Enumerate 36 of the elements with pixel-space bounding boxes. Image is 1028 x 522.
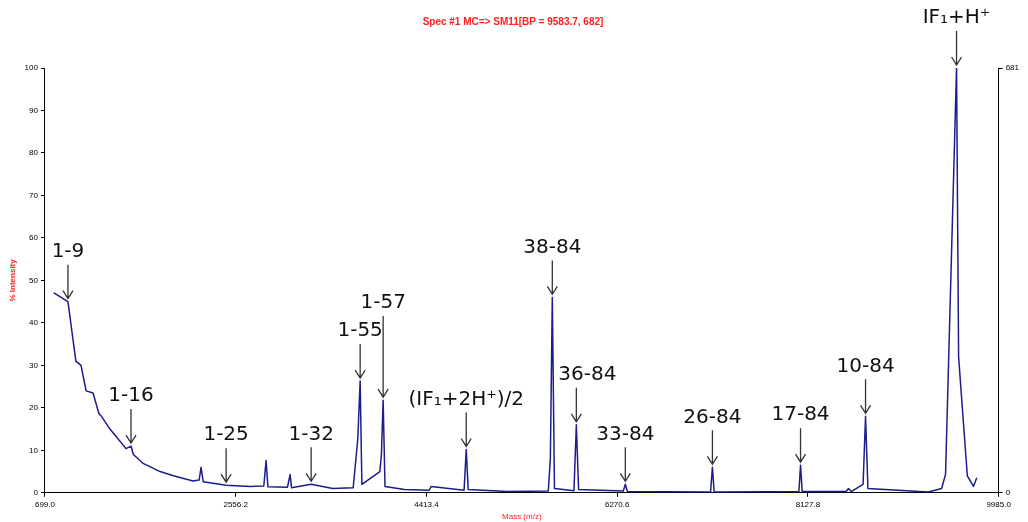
annotation: IF₁+H⁺ [922,4,991,29]
y-tick-label: 90 [29,105,39,115]
annotation: 1-55 [337,317,383,342]
x-tick-label: 6270.6 [604,499,630,509]
annotation: 10-84 [836,352,895,377]
x-tick-label: 4413.4 [414,499,440,509]
y-tick-label: 40 [29,318,39,328]
y-tick-label: 60 [29,233,39,243]
y-tick-label: 50 [29,275,39,285]
y-tick-label: 20 [29,403,39,413]
annotation: 1-32 [288,420,334,445]
annotation: 36-84 [558,361,617,386]
x-tick-label: 699.0 [34,499,56,509]
annotation: (IF₁+2H⁺)/2 [408,385,525,410]
y-tick-label: 70 [29,190,39,200]
annotation: 1-9 [51,237,85,262]
annotation: 17-84 [771,401,830,426]
annotation: 1-25 [203,421,249,446]
y2-tick-label: 681 [1005,63,1020,73]
y2-tick-label: 0 [1005,488,1011,497]
x-tick-label: 9985.0 [986,499,1012,509]
annotation: 33-84 [596,420,655,445]
y-tick-label: 30 [29,360,39,370]
chart-title: Spec #1 MC=> SM11[BP = 9583.7, 682] [422,15,604,27]
y-tick-label: 10 [29,445,39,455]
annotation: 1-16 [108,382,154,407]
y-tick-label: 100 [24,63,39,73]
y-axis-title: % Intensity [8,258,17,302]
annotation: 38-84 [523,233,582,258]
x-tick-label: 2556.2 [223,499,249,509]
y-tick-label: 80 [29,148,39,158]
annotation: 1-57 [360,289,406,314]
y-tick-label: 0 [33,488,39,497]
annotation: 26-84 [683,403,742,428]
x-tick-label: 8127.8 [795,499,821,509]
x-axis-title: Mass (m/z) [502,512,542,522]
